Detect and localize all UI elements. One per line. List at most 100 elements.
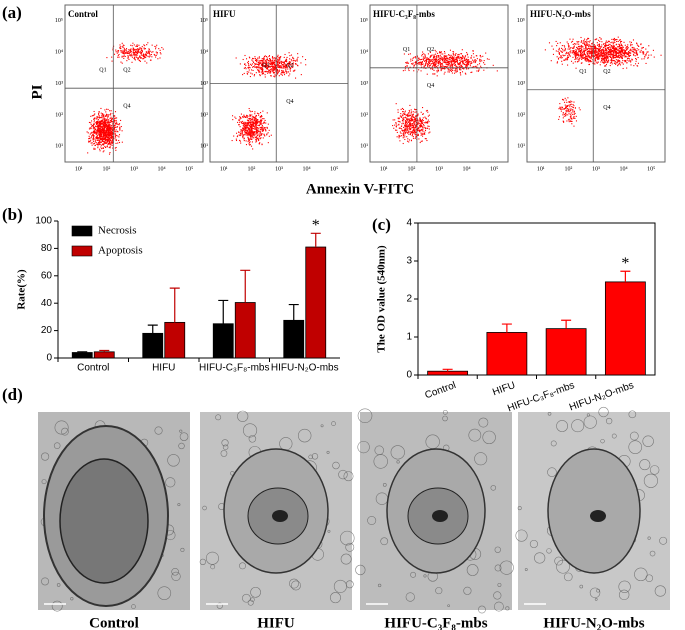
event-dot xyxy=(269,71,271,74)
event-dot xyxy=(92,131,94,133)
event-dot xyxy=(273,69,275,71)
event-dot xyxy=(136,45,138,47)
event-dot xyxy=(245,140,247,142)
event-dot xyxy=(573,117,575,119)
event-dot xyxy=(91,144,93,146)
event-dot xyxy=(448,69,450,71)
event-dot xyxy=(102,113,104,115)
event-dot xyxy=(153,53,155,56)
event-dot xyxy=(469,65,471,67)
event-dot xyxy=(143,44,145,46)
event-dot xyxy=(582,53,584,55)
event-dot xyxy=(550,60,552,62)
event-dot xyxy=(426,63,428,65)
event-dot xyxy=(276,61,279,64)
event-dot xyxy=(115,135,117,137)
event-dot xyxy=(573,113,575,115)
event-dot xyxy=(250,111,252,113)
event-dot xyxy=(252,124,254,126)
event-dot xyxy=(607,53,609,55)
event-dot xyxy=(143,58,145,60)
event-dot xyxy=(133,51,135,54)
event-dot xyxy=(260,69,262,71)
texture xyxy=(494,546,501,553)
event-dot xyxy=(296,58,298,60)
event-dot xyxy=(610,52,612,54)
event-dot xyxy=(578,50,580,53)
event-dot xyxy=(573,116,575,118)
event-dot xyxy=(243,122,245,124)
texture xyxy=(367,516,377,525)
event-dot xyxy=(97,139,99,141)
event-dot xyxy=(260,67,262,69)
event-dot xyxy=(581,54,583,56)
event-dot xyxy=(624,51,626,53)
event-dot xyxy=(561,57,563,59)
event-dot xyxy=(561,51,563,53)
event-dot xyxy=(435,62,438,64)
event-dot xyxy=(143,54,145,56)
event-dot xyxy=(586,39,588,41)
event-dot xyxy=(609,51,611,53)
event-dot xyxy=(268,71,270,73)
event-dot xyxy=(455,59,457,61)
event-dot xyxy=(598,46,600,48)
event-dot xyxy=(405,124,407,127)
event-dot xyxy=(435,56,437,58)
y-tick-label: 4 xyxy=(406,218,412,229)
event-dot xyxy=(408,130,410,133)
event-dot xyxy=(284,64,286,66)
event-dot xyxy=(106,57,108,59)
event-dot xyxy=(281,69,283,72)
event-dot xyxy=(132,42,134,44)
event-dot xyxy=(249,138,251,140)
event-dot xyxy=(113,117,116,119)
event-dot xyxy=(245,123,247,125)
event-dot xyxy=(454,54,456,56)
event-dot xyxy=(441,68,443,70)
event-dot xyxy=(603,43,605,45)
event-dot xyxy=(257,132,259,134)
event-dot xyxy=(599,54,601,56)
event-dot xyxy=(284,67,286,69)
event-dot xyxy=(149,54,151,56)
event-dot xyxy=(253,132,255,135)
event-dot xyxy=(113,115,115,117)
event-dot xyxy=(579,51,582,53)
event-dot xyxy=(265,63,267,65)
texture xyxy=(177,503,181,507)
y-tick-label: 100 xyxy=(35,216,52,227)
event-dot xyxy=(271,59,273,61)
event-dot xyxy=(605,41,607,43)
event-dot xyxy=(90,128,92,130)
event-dot xyxy=(140,47,142,49)
event-dot xyxy=(609,55,611,57)
event-dot xyxy=(263,66,265,68)
event-dot xyxy=(405,121,407,123)
event-dot xyxy=(252,125,254,127)
event-dot xyxy=(567,97,569,99)
event-dot xyxy=(260,59,262,62)
event-dot xyxy=(257,119,259,121)
error-bar xyxy=(99,349,110,352)
event-dot xyxy=(427,111,429,113)
event-dot xyxy=(432,62,434,64)
event-dot xyxy=(626,59,628,61)
event-dot xyxy=(579,109,581,111)
event-dot xyxy=(562,114,564,116)
event-dot xyxy=(627,44,629,46)
event-dot xyxy=(262,122,265,124)
event-dot xyxy=(289,62,291,64)
event-dot xyxy=(250,121,252,123)
event-dot xyxy=(110,144,112,146)
event-dot xyxy=(256,122,258,124)
event-dot xyxy=(101,128,103,130)
event-dot xyxy=(612,50,614,52)
event-dot xyxy=(445,63,447,65)
event-dot xyxy=(604,45,606,47)
event-dot xyxy=(244,115,246,118)
event-dot xyxy=(630,43,632,45)
event-dot xyxy=(128,52,130,55)
event-dot xyxy=(596,50,598,52)
event-dot xyxy=(602,51,604,54)
